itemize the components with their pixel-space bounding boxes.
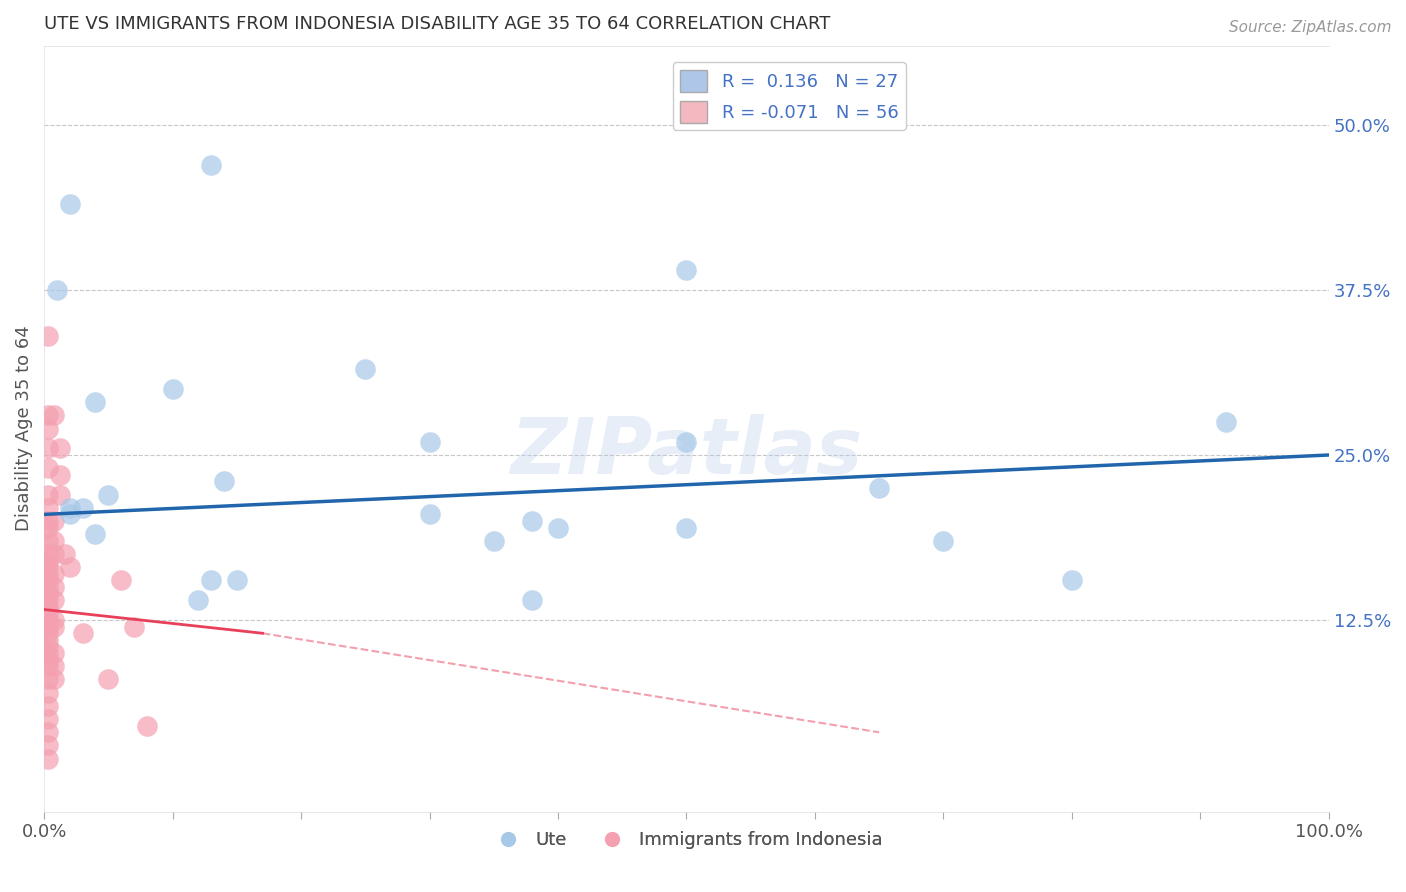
Point [44, 514, 66, 528]
Point [522, 593, 544, 607]
Point [59, 197, 82, 211]
Point [44, 593, 66, 607]
Point [37, 640, 59, 654]
Point [37, 487, 59, 501]
Text: Source: ZipAtlas.com: Source: ZipAtlas.com [1229, 20, 1392, 35]
Point [37, 632, 59, 647]
Text: ZIPatlas: ZIPatlas [510, 414, 862, 490]
Point [72, 500, 94, 515]
Point [37, 521, 59, 535]
Point [162, 382, 184, 396]
Point [48, 442, 70, 456]
Point [675, 434, 697, 449]
Point [48, 467, 70, 482]
Point [97, 673, 120, 687]
Point [135, 719, 157, 733]
Legend: Ute, Immigrants from Indonesia: Ute, Immigrants from Indonesia [484, 823, 890, 856]
Point [110, 574, 132, 588]
Point [37, 626, 59, 640]
Point [44, 673, 66, 687]
Point [97, 487, 120, 501]
Point [53, 547, 76, 561]
Point [37, 607, 59, 621]
Point [37, 599, 59, 614]
Point [37, 646, 59, 660]
Point [59, 560, 82, 574]
Point [37, 500, 59, 515]
Point [37, 514, 59, 528]
Point [37, 593, 59, 607]
Point [84, 395, 107, 409]
Point [200, 574, 222, 588]
Point [37, 329, 59, 343]
Point [44, 566, 66, 581]
Point [37, 442, 59, 456]
Y-axis label: Disability Age 35 to 64: Disability Age 35 to 64 [15, 326, 32, 532]
Point [418, 508, 440, 522]
Point [225, 574, 247, 588]
Point [44, 547, 66, 561]
Point [37, 712, 59, 726]
Point [37, 587, 59, 601]
Point [37, 566, 59, 581]
Point [37, 461, 59, 475]
Point [37, 620, 59, 634]
Point [37, 673, 59, 687]
Point [932, 533, 955, 548]
Point [37, 686, 59, 700]
Point [187, 593, 209, 607]
Point [868, 481, 890, 495]
Point [37, 554, 59, 568]
Point [59, 508, 82, 522]
Point [37, 653, 59, 667]
Point [44, 659, 66, 673]
Point [482, 533, 505, 548]
Point [1215, 415, 1237, 429]
Point [37, 659, 59, 673]
Point [44, 646, 66, 660]
Point [37, 613, 59, 627]
Point [547, 521, 569, 535]
Point [44, 409, 66, 423]
Point [675, 521, 697, 535]
Point [84, 527, 107, 541]
Point [48, 487, 70, 501]
Point [418, 434, 440, 449]
Text: UTE VS IMMIGRANTS FROM INDONESIA DISABILITY AGE 35 TO 64 CORRELATION CHART: UTE VS IMMIGRANTS FROM INDONESIA DISABIL… [44, 15, 831, 33]
Point [675, 263, 697, 277]
Point [200, 157, 222, 171]
Point [122, 620, 145, 634]
Point [37, 547, 59, 561]
Point [37, 752, 59, 766]
Point [354, 362, 377, 376]
Point [59, 500, 82, 515]
Point [37, 574, 59, 588]
Point [522, 514, 544, 528]
Point [44, 613, 66, 627]
Point [212, 475, 235, 489]
Point [37, 698, 59, 713]
Point [44, 620, 66, 634]
Point [72, 626, 94, 640]
Point [37, 409, 59, 423]
Point [46, 283, 69, 297]
Point [37, 580, 59, 594]
Point [44, 580, 66, 594]
Point [37, 739, 59, 753]
Point [37, 421, 59, 435]
Point [37, 725, 59, 739]
Point [44, 533, 66, 548]
Point [37, 533, 59, 548]
Point [37, 560, 59, 574]
Point [1060, 574, 1083, 588]
